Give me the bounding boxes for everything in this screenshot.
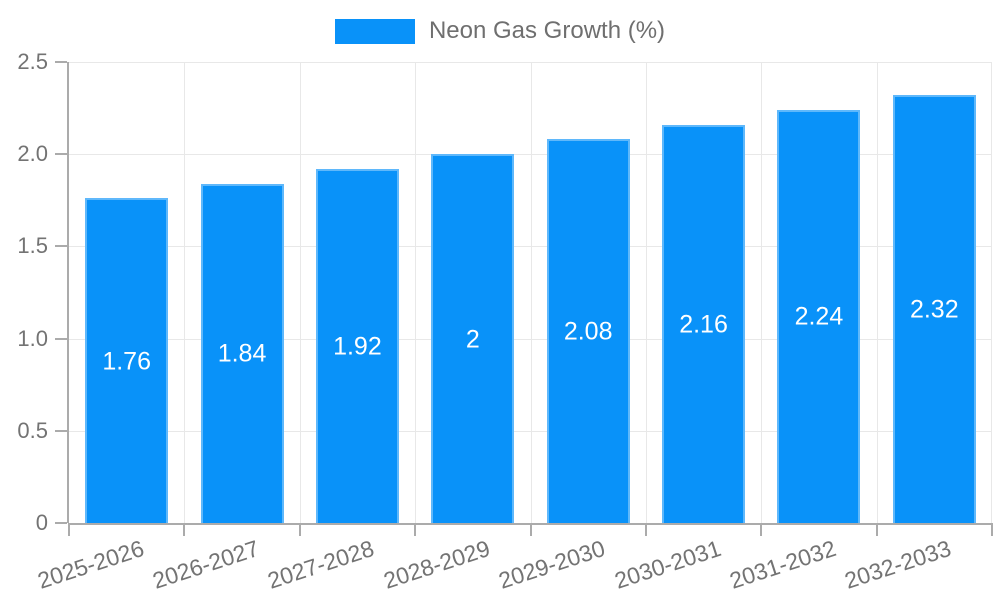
y-tick-label: 1.5 bbox=[17, 233, 48, 259]
x-tick-label: 2025-2026 bbox=[34, 535, 147, 594]
x-tick-mark bbox=[644, 523, 647, 536]
x-tick-mark bbox=[760, 523, 763, 536]
bar-value-label: 1.92 bbox=[333, 332, 382, 361]
v-gridline bbox=[530, 62, 532, 523]
y-tick-mark bbox=[55, 61, 67, 63]
x-tick-mark bbox=[414, 523, 417, 536]
bar-value-label: 1.84 bbox=[217, 339, 267, 368]
y-tick-mark bbox=[55, 153, 67, 156]
bar-category: 1.84 bbox=[184, 62, 299, 523]
bar-category: 2.16 bbox=[646, 62, 761, 523]
bar-category: 2.32 bbox=[877, 62, 992, 523]
bar-category: 2.08 bbox=[531, 62, 646, 523]
y-tick-label: 1.0 bbox=[17, 325, 48, 351]
x-tick-mark bbox=[298, 523, 301, 536]
legend-swatch-icon bbox=[334, 18, 415, 44]
bar-category: 2.24 bbox=[761, 62, 876, 523]
bar[interactable]: 1.92 bbox=[315, 168, 399, 523]
y-tick-label: 2.0 bbox=[17, 141, 48, 167]
bar-value-label: 2.08 bbox=[563, 317, 613, 346]
y-tick-mark bbox=[55, 429, 67, 432]
x-tick-label: 2029-2030 bbox=[495, 535, 609, 594]
v-gridline bbox=[184, 62, 186, 523]
x-tick-mark bbox=[68, 523, 70, 536]
bar-category: 1.76 bbox=[69, 62, 184, 523]
bar-value-label: 2 bbox=[465, 325, 480, 354]
bar[interactable]: 1.76 bbox=[85, 198, 169, 523]
x-tick-label: 2026-2027 bbox=[149, 535, 263, 594]
x-tick-label: 2032-2033 bbox=[841, 535, 955, 594]
bar[interactable]: 2.24 bbox=[777, 109, 861, 523]
x-tick-label: 2031-2032 bbox=[726, 535, 839, 594]
bar-category: 1.92 bbox=[300, 62, 415, 523]
y-tick-label: 2.5 bbox=[17, 49, 48, 74]
x-tick-mark bbox=[991, 523, 993, 536]
bar-value-label: 2.32 bbox=[909, 295, 959, 324]
v-gridline bbox=[876, 62, 878, 523]
bar-value-label: 2.24 bbox=[794, 302, 844, 331]
y-tick-mark bbox=[55, 522, 67, 524]
x-tick-label: 2030-2031 bbox=[610, 535, 724, 594]
x-axis: 2025-2026 2026-2027 2027-2028 2028-2029 2029… bbox=[34, 523, 993, 600]
v-gridline bbox=[991, 62, 992, 523]
bar[interactable]: 2.32 bbox=[892, 95, 976, 523]
v-gridline bbox=[645, 62, 647, 523]
x-tick-label: 2027-2028 bbox=[264, 535, 378, 594]
y-tick-label: 0 bbox=[35, 510, 48, 535]
bar-value-label: 1.76 bbox=[102, 347, 151, 376]
x-tick-mark bbox=[529, 523, 532, 536]
bar[interactable]: 2 bbox=[431, 154, 515, 523]
legend[interactable]: Neon Gas Growth (%) bbox=[0, 17, 1000, 45]
v-gridline bbox=[299, 62, 301, 523]
v-gridline bbox=[761, 62, 763, 523]
bar-category: 2 bbox=[415, 62, 530, 523]
x-tick-mark bbox=[875, 523, 878, 536]
y-axis: 0 0.5 1.0 1.5 2.0 2.5 bbox=[0, 49, 67, 535]
bar[interactable]: 2.08 bbox=[546, 139, 630, 523]
x-tick-mark bbox=[183, 523, 186, 536]
y-tick-label: 0.5 bbox=[17, 417, 48, 443]
y-tick-mark bbox=[55, 245, 67, 248]
bar-value-label: 2.16 bbox=[679, 310, 728, 339]
y-tick-mark bbox=[55, 337, 67, 340]
legend-label: Neon Gas Growth (%) bbox=[428, 17, 666, 44]
bar[interactable]: 2.16 bbox=[662, 124, 746, 523]
y-axis-line bbox=[67, 62, 69, 523]
v-gridline bbox=[415, 62, 417, 523]
x-tick-label: 2028-2029 bbox=[380, 535, 493, 594]
plot-area: 1.76 1.84 1.92 2 2.08 2.16 2.24 2.32 bbox=[67, 62, 992, 525]
bar[interactable]: 1.84 bbox=[200, 183, 284, 523]
